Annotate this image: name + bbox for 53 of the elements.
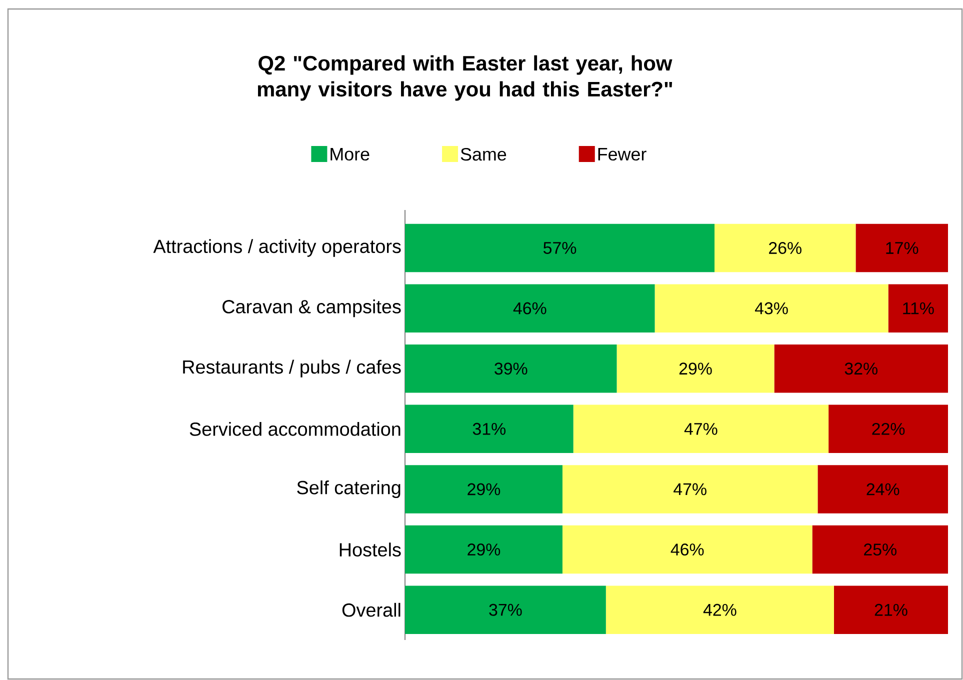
- bar: [856, 224, 948, 272]
- data-label: 46%: [670, 544, 704, 556]
- data-label: 42%: [703, 604, 736, 616]
- data-label: 11%: [903, 302, 934, 314]
- data-label: 43%: [754, 302, 788, 314]
- data-label: 26%: [769, 242, 802, 254]
- data-label: 29%: [468, 483, 500, 496]
- data-label: 47%: [684, 423, 718, 435]
- bar: [812, 525, 948, 574]
- bar: [405, 586, 606, 634]
- data-label: 31%: [472, 422, 506, 435]
- chart-title: Q2 "Compared with Easter last year, how many visitors have you had this Easter?": [258, 55, 672, 101]
- bar: [654, 284, 888, 332]
- data-label: 37%: [489, 604, 522, 616]
- data-label: 39%: [494, 362, 528, 375]
- data-label: 47%: [674, 483, 706, 496]
- y-tick-label: Overall: [342, 602, 400, 617]
- bar: [573, 404, 829, 454]
- bar: [616, 344, 774, 393]
- data-label: 25%: [864, 544, 896, 556]
- bar: [405, 284, 655, 332]
- bar: [405, 344, 617, 393]
- bar: [405, 404, 574, 454]
- data-label: 46%: [513, 302, 546, 314]
- bar: [562, 465, 818, 514]
- data-label: 57%: [543, 242, 576, 254]
- legend-label: Same: [460, 148, 506, 161]
- bar: [562, 525, 812, 574]
- bar: [888, 284, 948, 332]
- bar: [405, 465, 562, 514]
- y-tick-label: Hostels: [340, 542, 401, 557]
- y-tick-label: Caravan & campsites: [222, 299, 401, 318]
- data-label: 21%: [874, 604, 908, 616]
- data-label: 29%: [679, 362, 712, 375]
- y-tick-label: Self catering: [297, 480, 400, 498]
- data-label: 17%: [886, 242, 918, 254]
- bar: [774, 344, 948, 393]
- data-label: 24%: [866, 483, 900, 496]
- bar: [405, 525, 562, 574]
- bar: [714, 224, 856, 272]
- y-tick-label: Attractions / activity operators: [153, 239, 401, 257]
- data-label: 29%: [468, 544, 500, 556]
- bar: [405, 224, 715, 272]
- legend-label: Fewer: [598, 148, 646, 161]
- data-label: 32%: [844, 362, 878, 375]
- bar: [606, 586, 834, 634]
- data-label: 22%: [872, 422, 905, 435]
- bar: [834, 586, 948, 634]
- legend-label: More: [330, 148, 370, 161]
- bar: [828, 404, 948, 454]
- bar: [818, 465, 948, 514]
- y-tick-label: Serviced accommodation: [190, 422, 400, 436]
- y-tick-label: Restaurants / pubs / cafes: [183, 360, 401, 378]
